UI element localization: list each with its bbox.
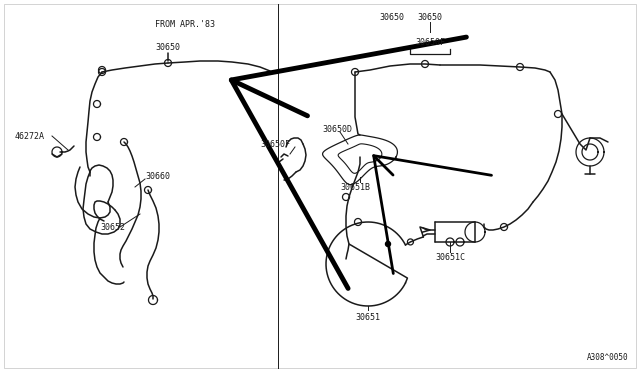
Text: 30650F: 30650F: [415, 38, 445, 46]
Text: 30651B: 30651B: [340, 183, 370, 192]
Text: 30650D: 30650D: [322, 125, 352, 134]
Text: 30650: 30650: [380, 13, 404, 22]
Text: 30652: 30652: [100, 222, 125, 231]
Polygon shape: [385, 241, 390, 247]
Text: 30650: 30650: [156, 42, 180, 51]
Text: 30650: 30650: [417, 13, 442, 22]
Text: 30651C: 30651C: [435, 253, 465, 262]
Text: FROM APR.'83: FROM APR.'83: [155, 19, 215, 29]
Text: 30651: 30651: [355, 312, 381, 321]
Text: 30660: 30660: [145, 171, 170, 180]
Text: A308^0050: A308^0050: [586, 353, 628, 362]
Text: 30650F: 30650F: [260, 140, 290, 148]
Text: 46272A: 46272A: [15, 131, 45, 141]
